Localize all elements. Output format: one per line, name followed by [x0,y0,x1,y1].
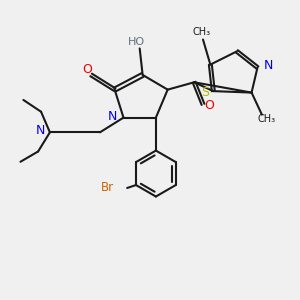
Text: O: O [204,99,214,112]
Text: S: S [201,86,209,99]
Text: N: N [36,124,46,137]
Text: CH₃: CH₃ [257,114,275,124]
Text: HO: HO [128,37,145,47]
Text: N: N [264,59,273,72]
Text: N: N [108,110,118,123]
Text: CH₃: CH₃ [193,27,211,37]
Text: O: O [82,63,92,76]
Text: Br: Br [101,182,114,194]
